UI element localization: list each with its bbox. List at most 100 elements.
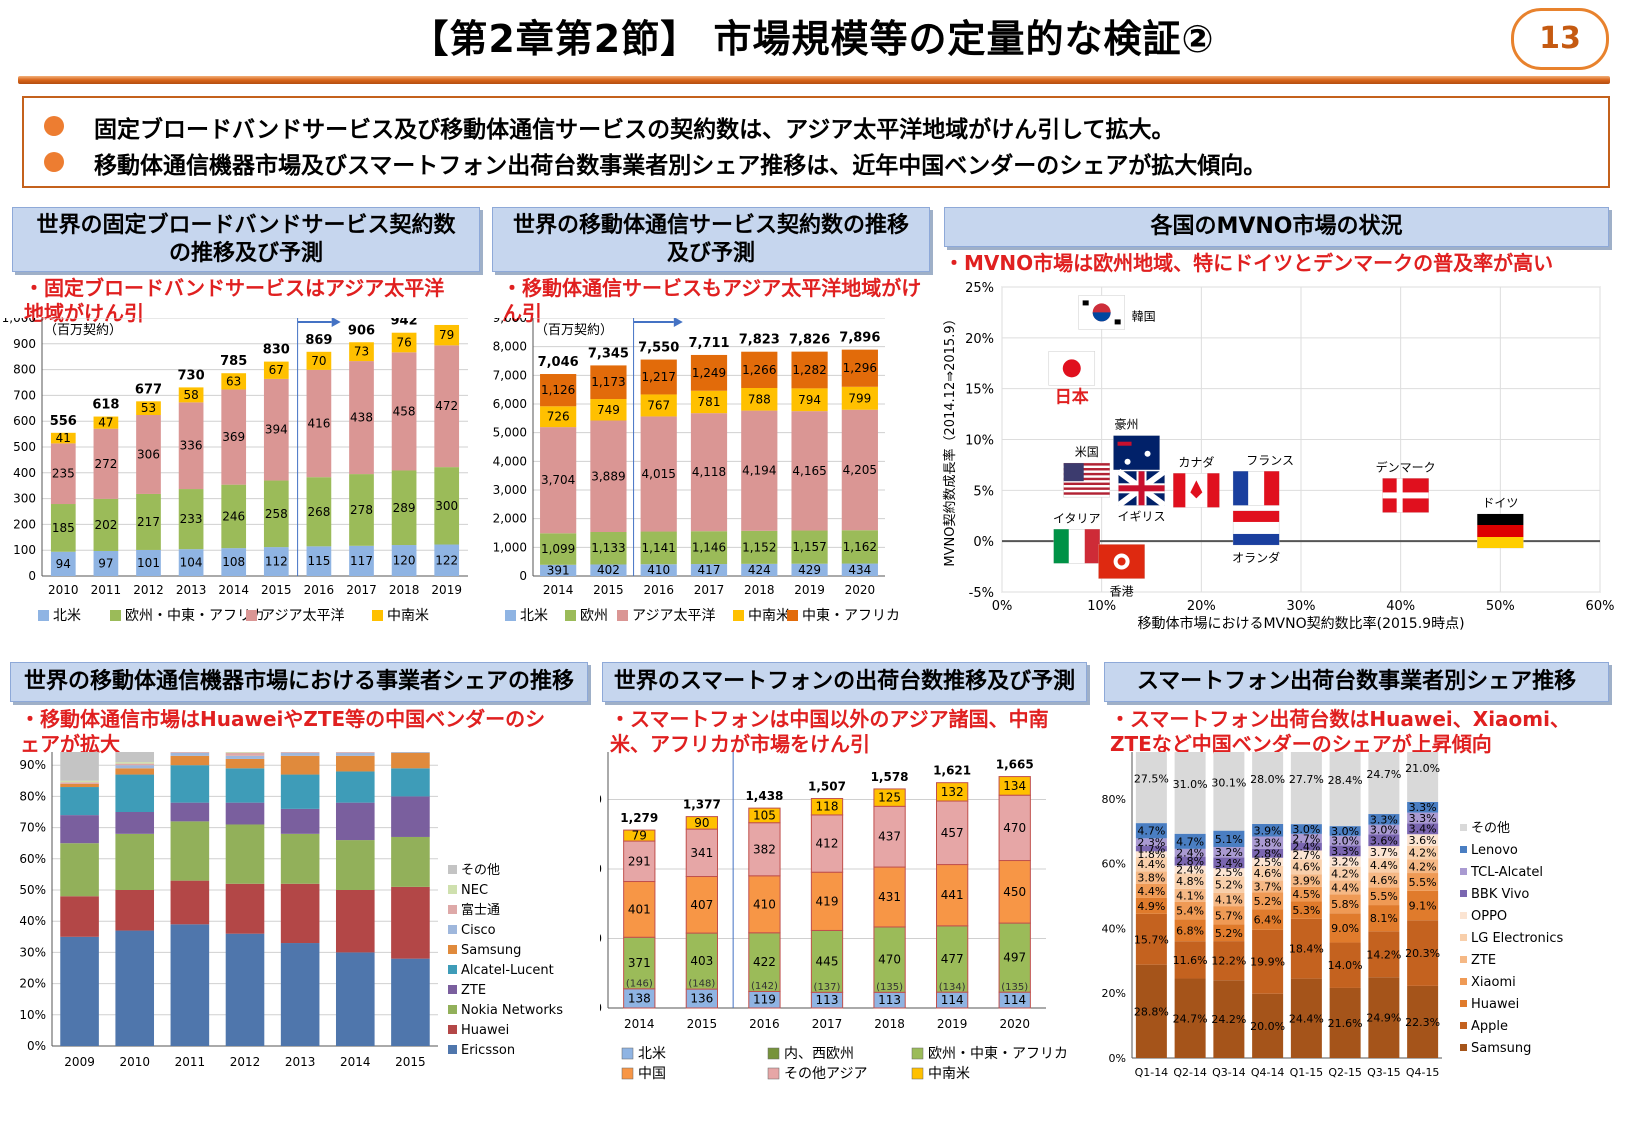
data-label: 3.6% [1370, 834, 1398, 847]
data-label: 3,889 [591, 469, 625, 483]
data-label: 1,141 [642, 541, 676, 555]
x-tick-label: 0% [992, 599, 1013, 614]
mobile-panel-title: 世界の移動体通信サービス契約数の推移及び予測 [492, 207, 930, 272]
bar-segment [640, 394, 677, 417]
bar-segment [1290, 850, 1322, 860]
legend-swatch [767, 1047, 780, 1060]
bar-segment [1252, 848, 1284, 858]
data-point-flag [1477, 513, 1524, 549]
bar-segment [93, 498, 119, 551]
y-tick-label: 5,000 [493, 426, 527, 440]
bar-segment [434, 345, 460, 468]
total-label: 677 [135, 382, 162, 397]
bar-segment [335, 755, 375, 772]
total-label: 730 [178, 368, 205, 383]
data-label: 3.0% [1370, 824, 1398, 837]
data-label: 4.9% [1137, 900, 1165, 913]
total-label: 618 [92, 398, 119, 413]
bar-segment [1213, 924, 1245, 942]
bar-segment [741, 563, 778, 576]
bar-segment [590, 365, 627, 400]
legend-swatch [1460, 868, 1467, 875]
total-label: 1,438 [745, 789, 783, 803]
bar-segment [1135, 913, 1167, 965]
bar-segment [1174, 752, 1206, 834]
bar-segment [1407, 873, 1439, 891]
legend-swatch [1460, 1044, 1467, 1051]
data-point-flag [1098, 544, 1145, 579]
data-label: 120 [393, 554, 416, 568]
bar-segment [225, 824, 265, 884]
bar-segment [1252, 892, 1284, 910]
x-axis-title: 移動体市場におけるMVNO契約数比率(2015.9時点) [1137, 615, 1464, 632]
bar-segment [1290, 874, 1322, 887]
data-point-flag [1048, 351, 1096, 386]
data-label: 470 [878, 953, 901, 967]
data-label: 4.4% [1137, 885, 1165, 898]
bar-segment [1407, 801, 1439, 813]
bar-segment [998, 860, 1031, 924]
bar-segment [1407, 823, 1439, 835]
data-label: 11.6% [1173, 954, 1208, 967]
data-label: 12.2% [1211, 955, 1246, 968]
bar-segment [1290, 752, 1322, 825]
y-tick-label: 60% [19, 852, 46, 866]
unit-label: （百万契約） [44, 323, 122, 338]
bar-segment [1135, 857, 1167, 872]
data-label: 1.7% [1137, 843, 1165, 856]
data-label: 9.0% [1331, 922, 1359, 935]
bar-segment [391, 470, 417, 546]
bar-segment [1213, 847, 1245, 858]
data-label: 14.0% [1328, 959, 1363, 972]
data-label: 2.7% [1292, 832, 1320, 845]
bar-segment [280, 752, 320, 753]
x-tick-label: 2017 [346, 583, 377, 597]
bar-segment [841, 563, 878, 576]
data-label: 5.8% [1331, 898, 1359, 911]
bar-segment [1135, 883, 1167, 898]
data-label: 90 [694, 816, 709, 830]
bar-segment [640, 416, 677, 532]
x-tick-label: 2017 [694, 583, 725, 597]
y-tick-label: 10% [19, 1008, 46, 1022]
data-label: 437 [878, 830, 901, 844]
broadband-panel-title: 世界の固定ブロードバンドサービス契約数の推移及び予測 [12, 207, 480, 272]
data-label: 113 [816, 993, 839, 1007]
data-label: 28.0% [1250, 773, 1285, 786]
data-label: 497 [1003, 951, 1026, 965]
bar-segment [221, 548, 247, 576]
bar-segment [590, 564, 627, 576]
data-label: 4.4% [1370, 859, 1398, 872]
legend-label: Samsung [461, 943, 521, 958]
data-label: 726 [547, 410, 570, 424]
legend-swatch [787, 610, 798, 621]
data-label: 3.9% [1292, 875, 1320, 888]
x-tick-label: 2018 [744, 583, 775, 597]
bar-segment [623, 936, 656, 990]
data-label: 94 [56, 557, 71, 571]
bar-segment [741, 530, 778, 564]
bar-segment [225, 758, 265, 769]
legend-swatch [372, 610, 383, 621]
y-tick-label: 70% [19, 821, 46, 835]
bar-segment [1407, 812, 1439, 824]
data-label: 6.4% [1254, 913, 1282, 926]
point-label: カナダ [1178, 454, 1214, 469]
data-label: 424 [748, 563, 771, 577]
legend-label: 中南米 [748, 608, 790, 624]
x-tick-label: Q3-15 [1367, 1066, 1401, 1079]
legend-swatch [1460, 934, 1467, 941]
data-label: 8.1% [1370, 912, 1398, 925]
data-label: 3.0% [1292, 823, 1320, 836]
legend-swatch [911, 1067, 924, 1080]
bar-segment [1252, 824, 1284, 837]
data-label: 79 [632, 829, 647, 843]
bar-segment [685, 876, 719, 934]
bar-segment [690, 354, 728, 391]
equipment-panel-title: 世界の移動体通信機器市場における事業者シェアの推移 [10, 662, 588, 702]
bar-segment [640, 531, 677, 565]
data-label: 441 [941, 888, 964, 902]
x-tick-label: 2013 [285, 1055, 316, 1069]
data-label: 416 [307, 417, 330, 431]
bar-segment [1329, 826, 1361, 836]
